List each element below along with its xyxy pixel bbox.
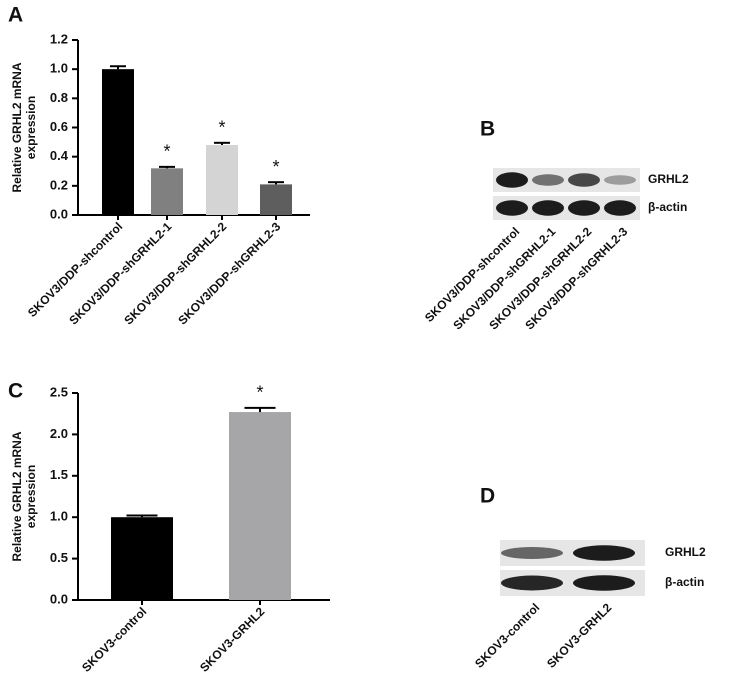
lane-label: SKOV3-GRHL2: [544, 600, 614, 670]
panel-label: A: [8, 4, 23, 27]
blot-row-label: β-actin: [665, 575, 704, 589]
panel-label: B: [480, 118, 495, 141]
x-tick-label: SKOV3-GRHL2: [197, 604, 267, 674]
panel-label: C: [8, 380, 23, 403]
blot-band: [496, 172, 528, 188]
panel-label: D: [480, 485, 495, 508]
significance-marker: *: [256, 383, 263, 403]
bar: [102, 69, 134, 216]
bar: [111, 517, 173, 600]
y-axis-label: Relative GRHL2 mRNA: [10, 62, 24, 192]
blot-band: [604, 200, 636, 216]
y-tick-label: 0.4: [50, 148, 69, 163]
blot-band: [501, 547, 563, 559]
y-axis-label: expression: [24, 465, 38, 528]
y-axis-label: expression: [24, 96, 38, 159]
significance-marker: *: [272, 157, 279, 177]
blot-row-label: GRHL2: [665, 545, 706, 559]
blot-band: [573, 575, 635, 591]
x-tick-label: SKOV3/DDP-shcontrol: [25, 219, 125, 319]
blot-band: [568, 173, 600, 187]
y-tick-label: 0.2: [50, 177, 68, 192]
blot-band: [604, 175, 636, 185]
bar: [151, 168, 183, 215]
blot-row-label: GRHL2: [648, 172, 689, 186]
blot-band: [573, 545, 635, 561]
y-axis-label: Relative GRHL2 mRNA: [10, 431, 24, 561]
y-tick-label: 0.6: [50, 119, 68, 134]
y-tick-label: 0.8: [50, 90, 68, 105]
y-tick-label: 1.5: [50, 467, 68, 482]
blot-band: [532, 174, 564, 186]
x-tick-label: SKOV3/DDP-shGRHL2-3: [175, 219, 283, 327]
y-tick-label: 0.0: [50, 591, 68, 606]
significance-marker: *: [163, 142, 170, 162]
bar: [229, 412, 291, 600]
y-tick-label: 2.5: [50, 384, 68, 399]
bar: [260, 184, 292, 215]
blot-band: [496, 200, 528, 216]
blot-band: [532, 200, 564, 216]
y-tick-label: 0.0: [50, 206, 68, 221]
blot-band: [501, 575, 563, 591]
y-tick-label: 1.2: [50, 31, 68, 46]
blot-band: [568, 200, 600, 216]
y-tick-label: 2.0: [50, 426, 68, 441]
y-tick-label: 0.5: [50, 550, 68, 565]
bar: [206, 145, 238, 215]
x-tick-label: SKOV3/DDP-shGRHL2-2: [121, 219, 229, 327]
lane-label: SKOV3-control: [472, 600, 542, 670]
y-tick-label: 1.0: [50, 61, 68, 76]
significance-marker: *: [218, 118, 225, 138]
blot-row-label: β-actin: [648, 200, 687, 214]
x-tick-label: SKOV3-control: [79, 604, 149, 674]
x-tick-label: SKOV3/DDP-shGRHL2-1: [66, 219, 174, 327]
y-tick-label: 1.0: [50, 509, 68, 524]
